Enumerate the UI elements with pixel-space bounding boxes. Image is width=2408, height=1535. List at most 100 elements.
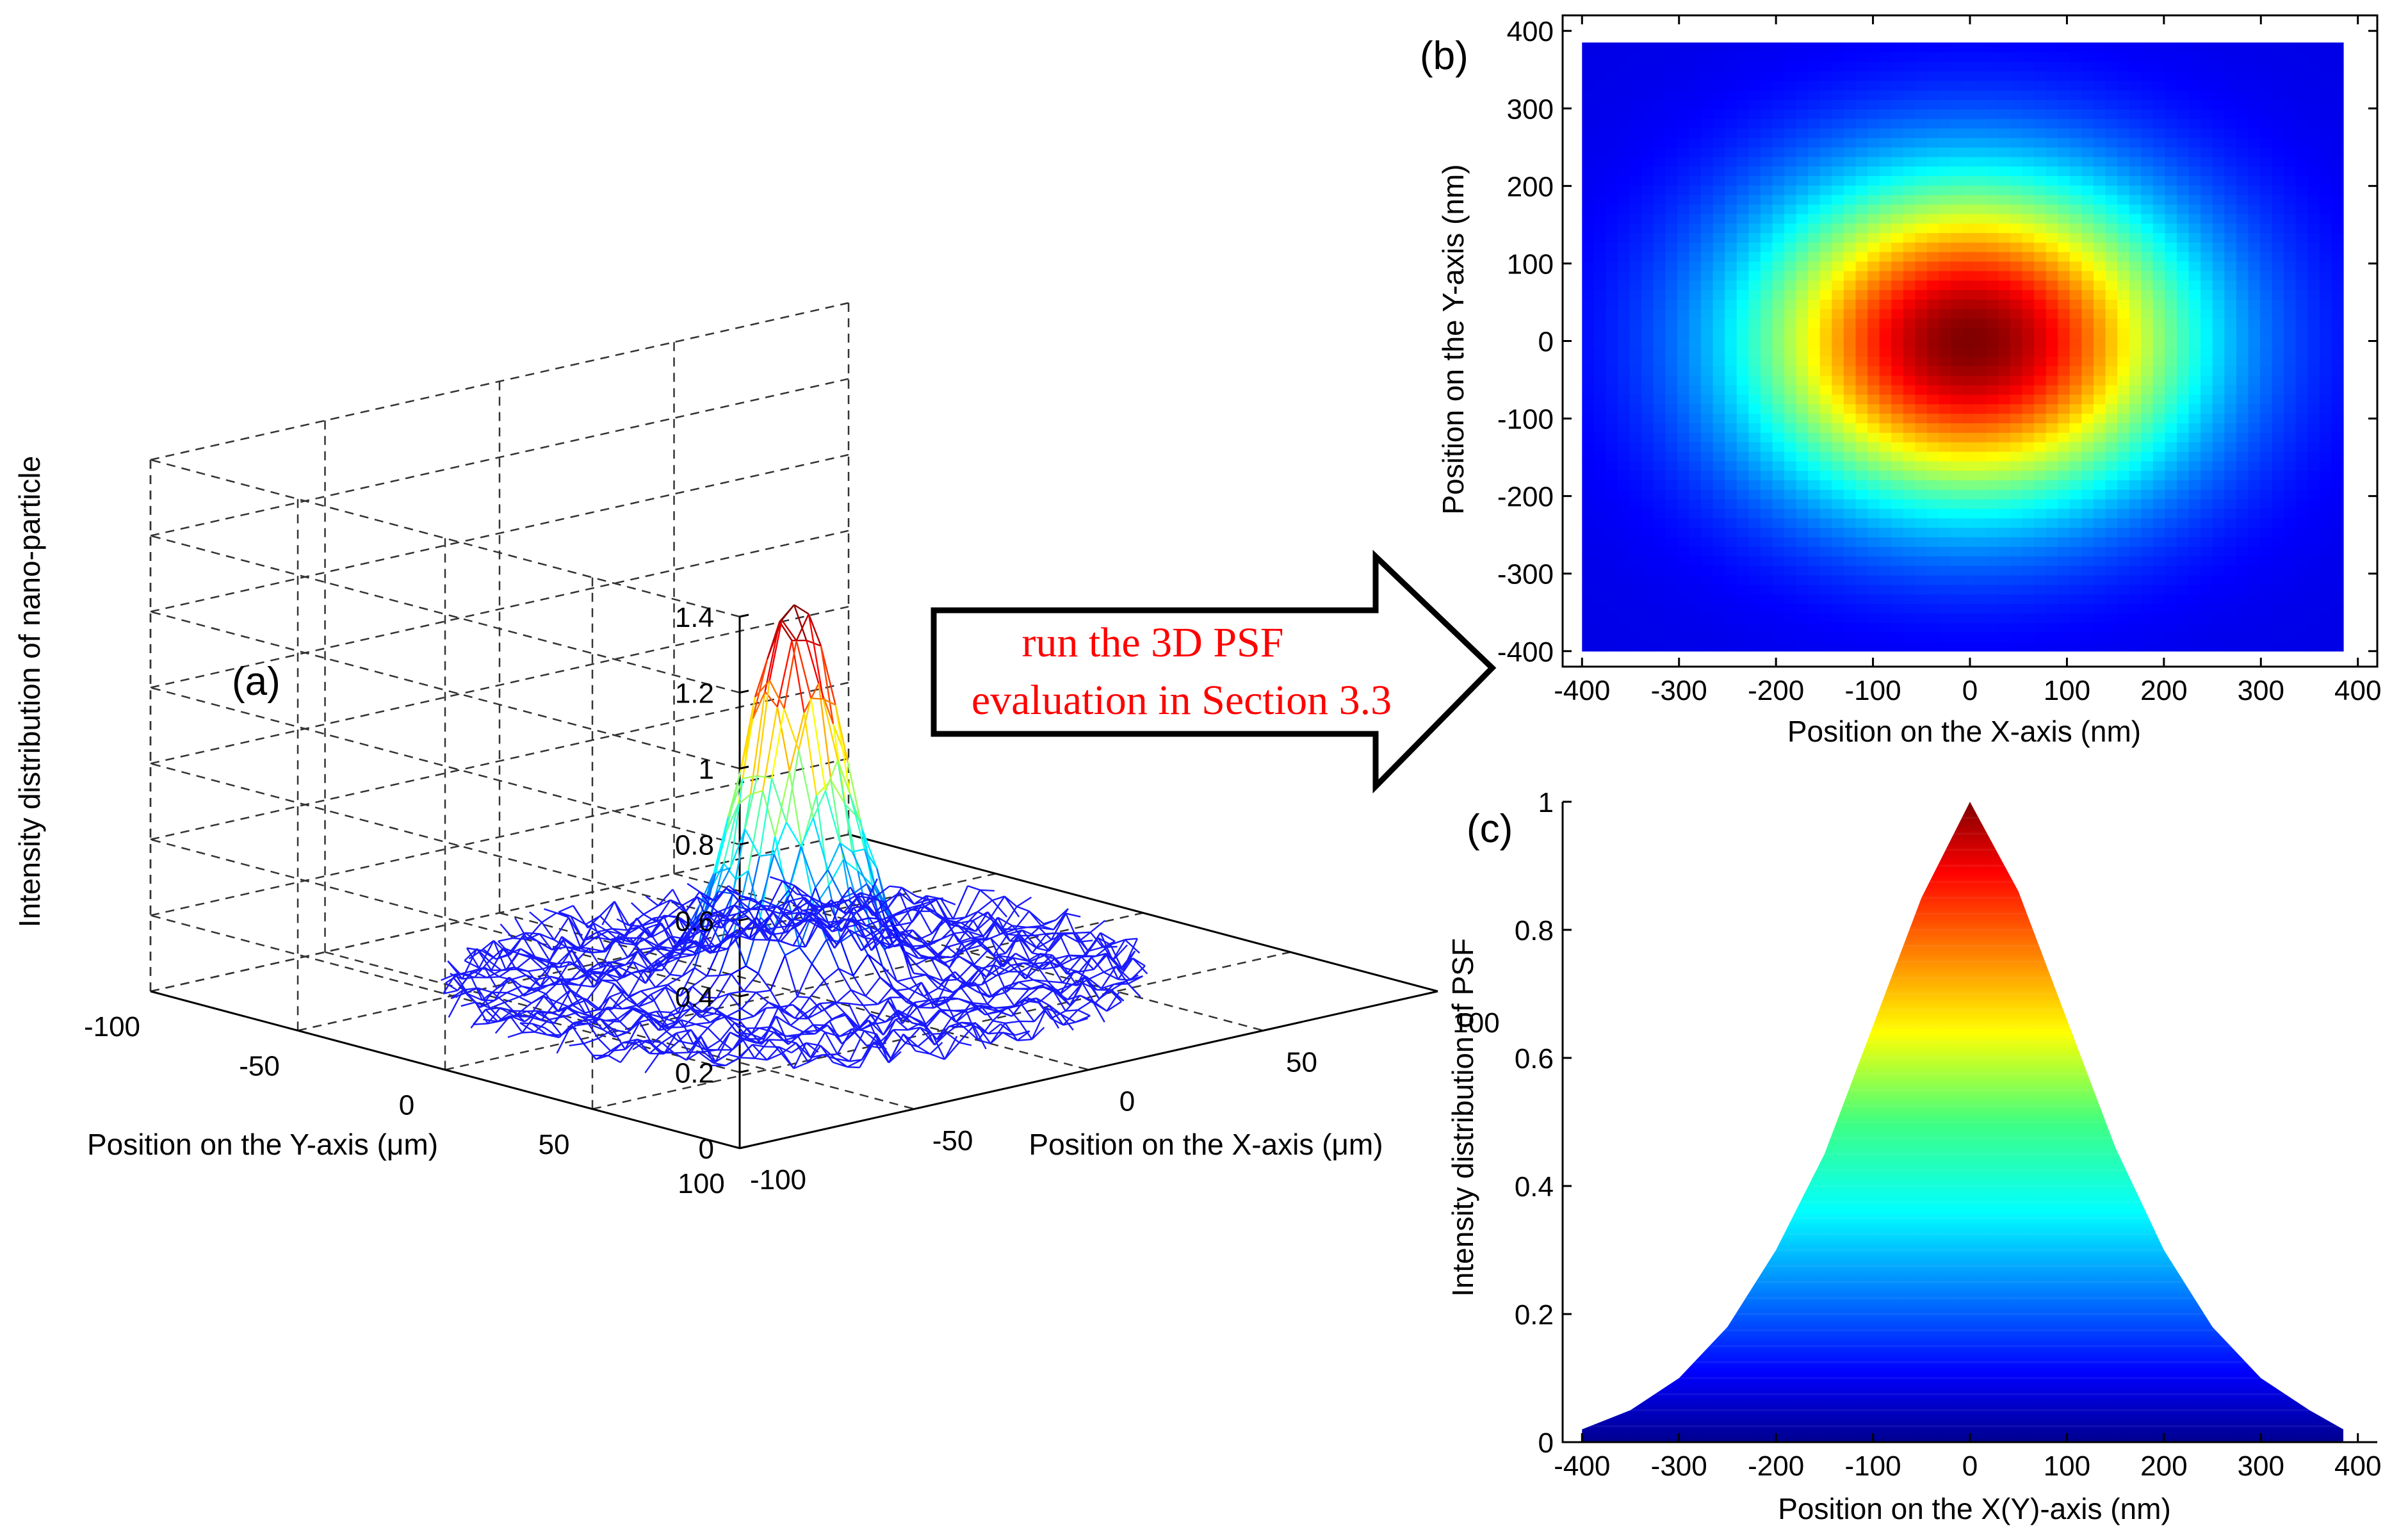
heatmap-cell <box>1772 128 1785 138</box>
heatmap-cell <box>2022 537 2035 548</box>
heatmap-cell <box>1926 641 1940 652</box>
heatmap-cell <box>1593 470 1607 481</box>
heatmap-cell <box>1915 213 1928 224</box>
heatmap-cell <box>1939 565 1951 576</box>
heatmap-cell <box>1832 156 1844 167</box>
heatmap-cell <box>1606 42 1618 53</box>
heatmap-cell <box>1915 118 1928 129</box>
heatmap-cell <box>2034 213 2047 224</box>
heatmap-cell <box>2093 423 2106 433</box>
mesh-segment <box>507 991 520 998</box>
mesh-segment <box>1002 953 1016 968</box>
heatmap-cell <box>2034 442 2047 452</box>
heatmap-cell <box>1867 42 1880 53</box>
heatmap-cell <box>2069 90 2082 101</box>
mesh-segment <box>567 1005 582 1018</box>
mesh-segment <box>566 946 579 952</box>
heatmap-cell <box>1618 223 1631 233</box>
heatmap-cell <box>1855 366 1868 376</box>
heatmap-cell <box>1867 280 1880 291</box>
mesh-segment <box>450 989 464 1000</box>
mesh-segment <box>500 923 514 939</box>
heatmap-cell <box>1974 442 1987 452</box>
heatmap-cell <box>1998 346 2011 357</box>
heatmap-cell <box>1796 299 1809 309</box>
mesh-segment <box>812 790 827 818</box>
heatmap-cell <box>1772 346 1785 357</box>
heatmap-cell <box>1772 460 1785 471</box>
mesh-segment <box>658 899 671 907</box>
heatmap-cell <box>1593 289 1607 300</box>
heatmap-cell <box>2046 223 2058 233</box>
heatmap-cell <box>1641 280 1654 291</box>
heatmap-cell <box>1701 270 1714 281</box>
heatmap-cell <box>1606 128 1618 138</box>
heatmap-cell <box>2046 128 2058 138</box>
heatmap-cell <box>1832 128 1844 138</box>
heatmap-cell <box>1926 613 1940 623</box>
heatmap-cell <box>1772 565 1785 576</box>
heatmap-cell <box>1582 641 1595 652</box>
heatmap-cell <box>2010 603 2023 613</box>
mesh-segment <box>534 956 548 967</box>
heatmap-cell <box>1725 99 1737 110</box>
heatmap-cell <box>2046 423 2058 433</box>
heatmap-cell <box>1629 375 1642 386</box>
heatmap-cell <box>1712 574 1725 585</box>
heatmap-cell <box>1986 460 1999 471</box>
z-tick-mark <box>739 613 749 618</box>
mesh-segment <box>1004 1023 1018 1041</box>
heatmap-cell <box>1843 442 1857 452</box>
y-tick-label: 100 <box>678 1168 724 1199</box>
mesh-segment <box>966 968 980 986</box>
mesh-segment <box>1062 1009 1078 1026</box>
heatmap-cell <box>1677 185 1690 195</box>
heatmap-cell <box>1891 442 1904 452</box>
heatmap-cell <box>1736 166 1749 176</box>
mesh-segment <box>931 1034 946 1060</box>
mesh-segment <box>809 980 825 998</box>
heatmap-cell <box>1772 403 1785 414</box>
heatmap-cell <box>1962 299 1975 309</box>
mesh-segment <box>800 817 814 847</box>
mesh-segment <box>894 987 909 992</box>
heatmap-cell <box>1915 489 1928 499</box>
mesh-segment <box>849 1002 864 1007</box>
heatmap-cell <box>1582 366 1595 376</box>
heatmap-cell <box>2058 508 2070 519</box>
heatmap-cell <box>2058 327 2070 338</box>
mesh-segment <box>1075 1018 1088 1023</box>
heatmap-cell <box>1962 594 1975 605</box>
heatmap-cell <box>1843 499 1857 509</box>
mesh-segment <box>728 1053 740 1059</box>
mesh-segment <box>818 1003 833 1020</box>
heatmap-cell <box>1986 232 1999 243</box>
heatmap-cell <box>2046 175 2058 186</box>
heatmap-cell <box>2058 232 2070 243</box>
heatmap-cell <box>1689 223 1702 233</box>
heatmap-cell <box>1641 574 1654 585</box>
heatmap-cell <box>1819 270 1832 281</box>
heatmap-cell <box>1998 261 2011 272</box>
heatmap-cell <box>1998 537 2011 548</box>
heatmap-cell <box>1915 42 1928 53</box>
heatmap-cell <box>1986 489 1999 499</box>
mesh-segment <box>675 938 689 946</box>
heatmap-cell <box>2034 80 2047 91</box>
mesh-segment <box>644 1011 657 1016</box>
heatmap-cell <box>1772 546 1785 556</box>
mesh-segment <box>752 1043 765 1048</box>
heatmap-cell <box>1677 442 1690 452</box>
heatmap-cell <box>1879 423 1892 433</box>
mesh-segment <box>806 640 820 684</box>
heatmap-cell <box>1926 261 1940 272</box>
heatmap-cell <box>1903 118 1916 129</box>
heatmap-cell <box>2010 489 2023 499</box>
mesh-segment <box>551 939 565 950</box>
heatmap-cell <box>1677 147 1690 158</box>
heatmap-cell <box>1725 252 1737 262</box>
grid-line <box>150 758 849 916</box>
heatmap-cell <box>1618 137 1631 148</box>
heatmap-cell <box>1736 318 1749 329</box>
